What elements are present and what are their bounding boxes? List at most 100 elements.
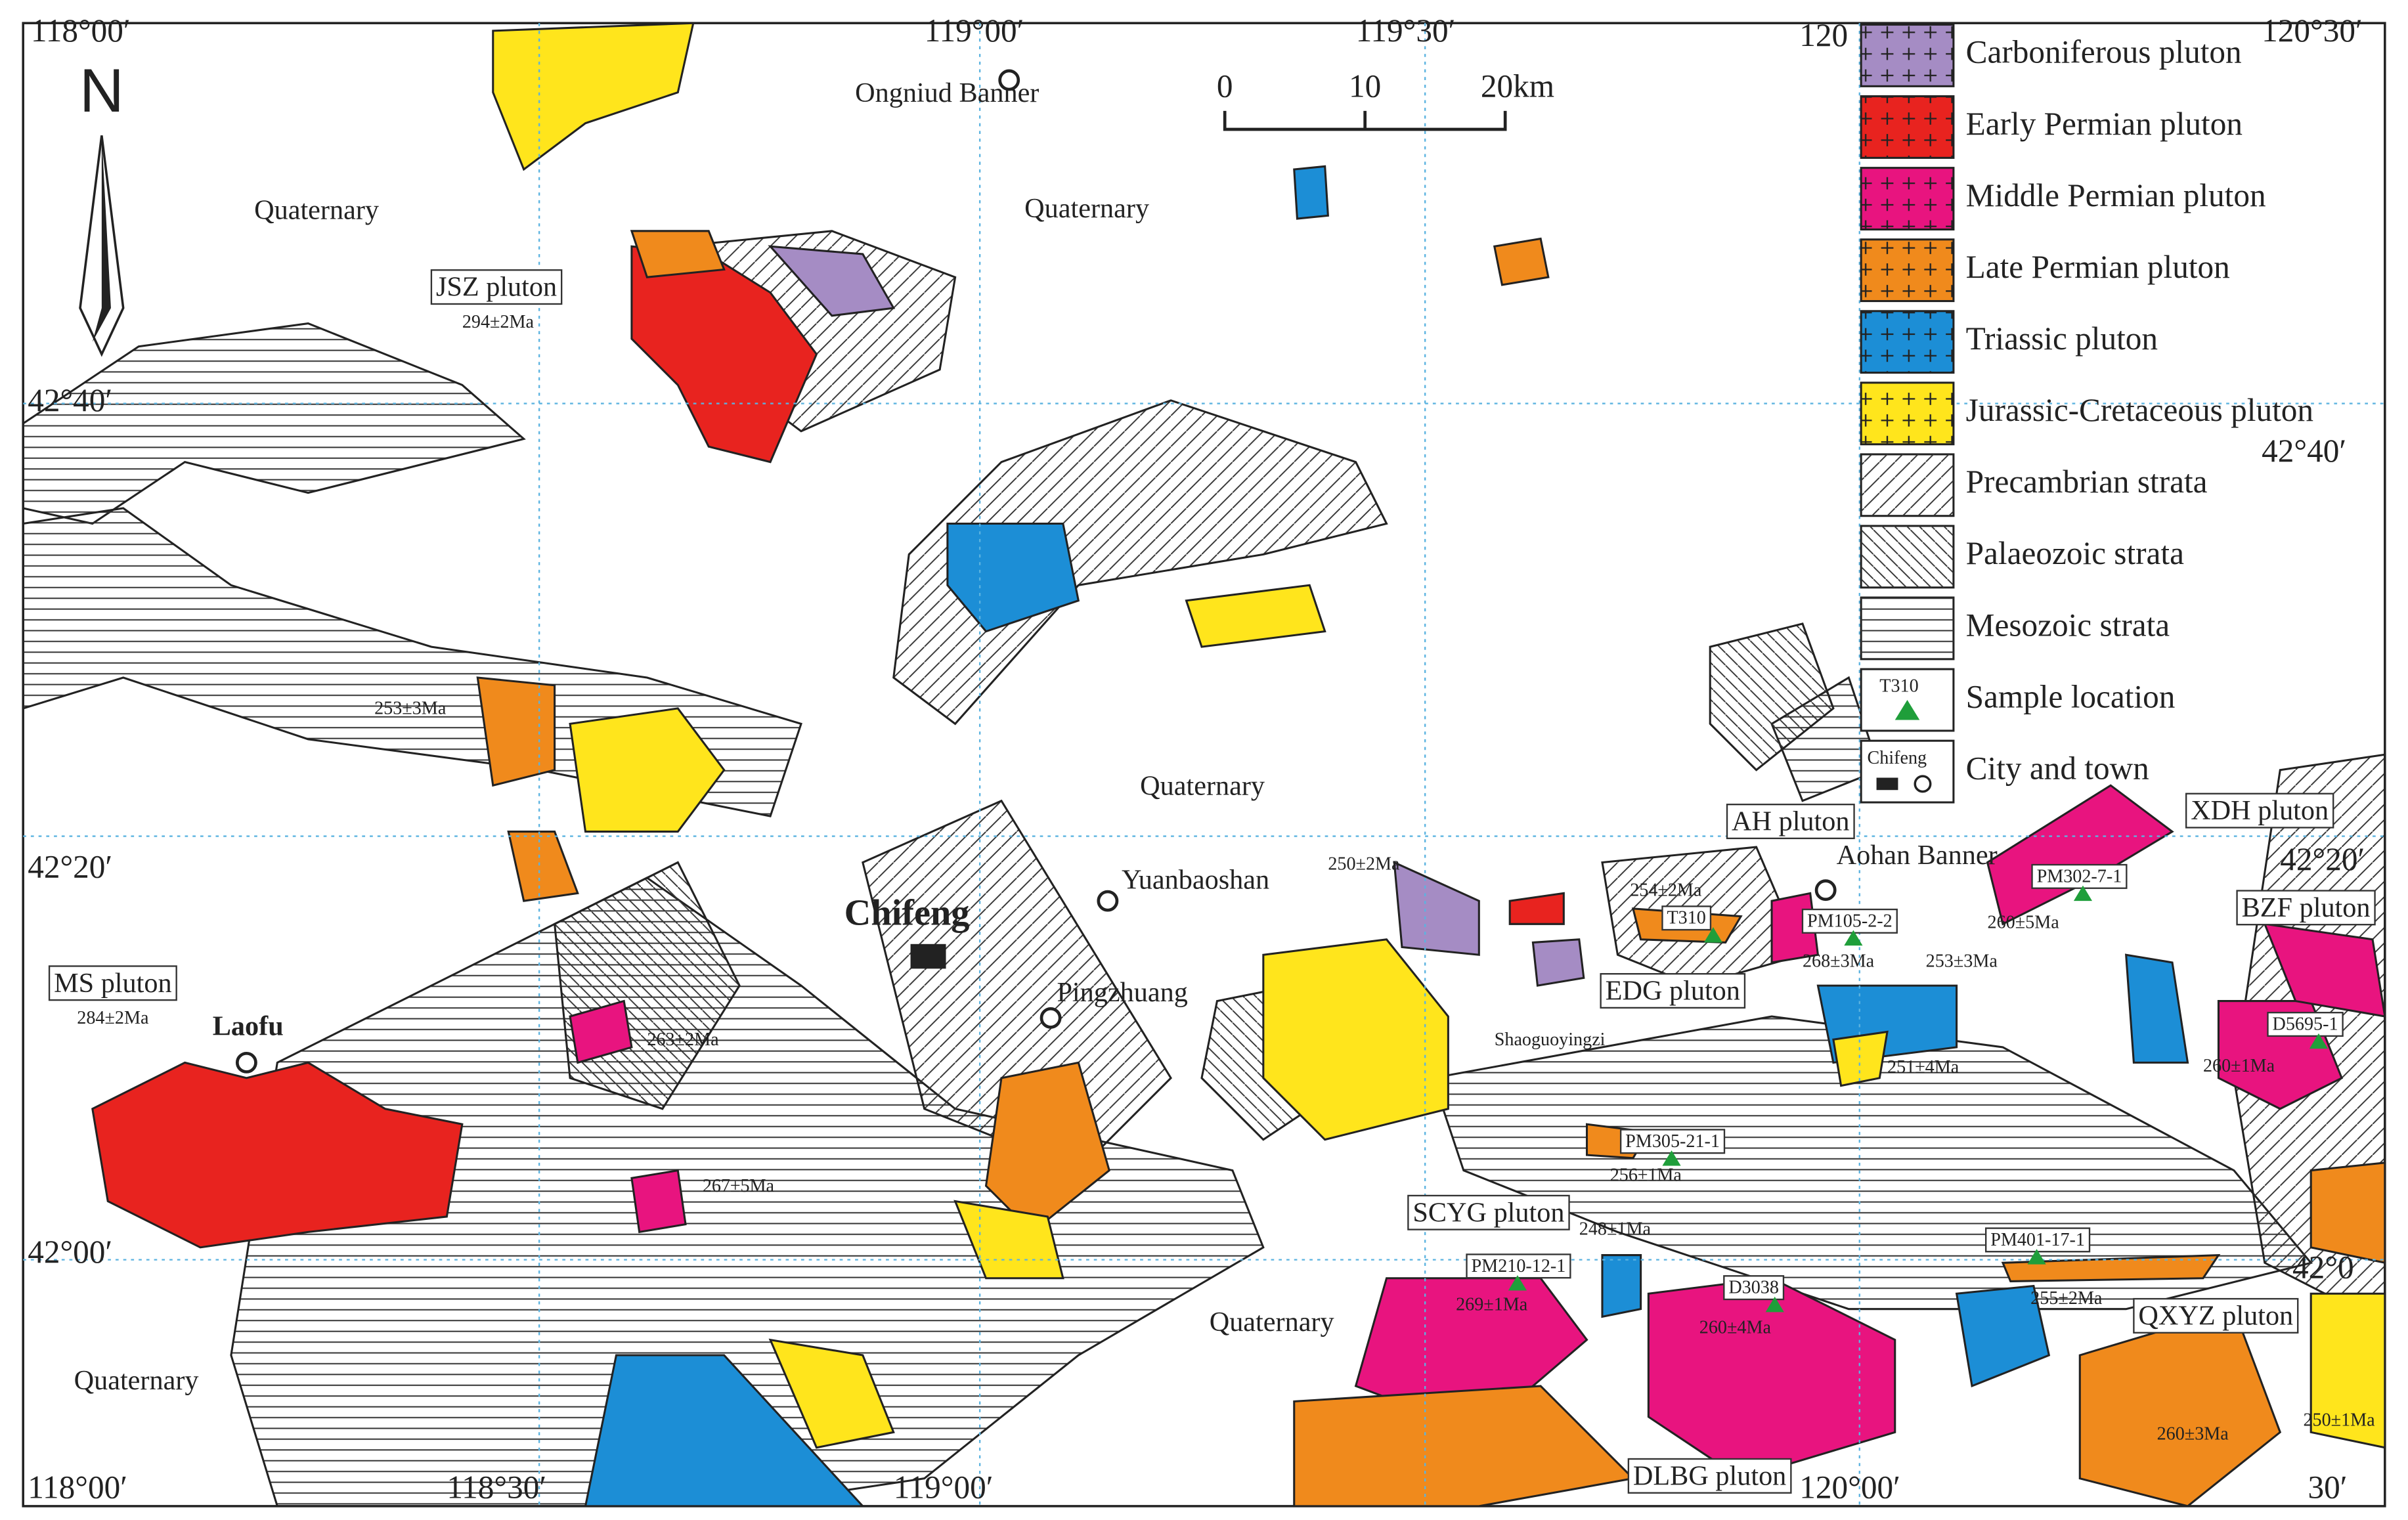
coord: 42°20′ [28, 849, 112, 885]
pluton-label-box [1726, 804, 1855, 840]
legend-label: Carboniferous pluton [1966, 34, 2242, 70]
sample-marker [1765, 1296, 1784, 1313]
sample-marker [2027, 1249, 2046, 1265]
place: Laofu [213, 1010, 284, 1041]
sample-label: PM305-21-1 [1625, 1131, 1720, 1152]
legend-swatch-pattern [1861, 239, 1954, 301]
coord: 118°00′ [31, 12, 131, 49]
city-symbol [910, 944, 946, 969]
sample-label: PM302-7-1 [2037, 866, 2122, 886]
legend-label: Early Permian pluton [1966, 106, 2243, 142]
age-label: 253±3Ma [1926, 951, 1998, 971]
age-label: 260±3Ma [2157, 1423, 2229, 1444]
sample-label: T310 [1667, 908, 1706, 928]
age-label: 254±2Ma [1630, 880, 1702, 900]
town-symbol [1097, 890, 1119, 912]
pluton-label: BZF pluton [2242, 892, 2371, 923]
legend-label: Late Permian pluton [1966, 249, 2230, 285]
pluton-label: DLBG pluton [1633, 1460, 1786, 1491]
coord: 119°30′ [1356, 12, 1456, 49]
coord: 120°30′ [2262, 12, 2363, 49]
age-label: 269±1Ma [1456, 1294, 1528, 1314]
legend-label: City and town [1966, 750, 2149, 786]
sample-marker [2309, 1033, 2329, 1049]
scale-label: 10 [1349, 68, 1381, 104]
sample-label-box [1723, 1275, 1785, 1301]
place: Quaternary [74, 1365, 199, 1396]
legend-swatch-pattern [1861, 525, 1954, 588]
sample-label: D5695-1 [2273, 1014, 2338, 1035]
age-label: 250±1Ma [2303, 1410, 2375, 1430]
place: Quaternary [1140, 771, 1265, 802]
pluton-label-box [48, 965, 177, 1001]
pluton-label-box [430, 269, 563, 305]
age-label: 251±4Ma [1887, 1057, 1959, 1077]
town-symbol [998, 69, 1020, 91]
sample-label-box [2031, 863, 2128, 889]
age-label: 248±1Ma [1579, 1219, 1652, 1240]
plutons [91, 22, 2386, 1508]
sample-label-box [1801, 908, 1898, 934]
north-arrow [92, 135, 111, 342]
place: Shaoguoyingzi [1495, 1030, 1606, 1050]
coord: 42°20′ [2280, 841, 2365, 877]
pluton-label: AH pluton [1732, 806, 1849, 837]
sample-label: PM105-2-2 [1807, 911, 1893, 931]
town-symbol [235, 1051, 257, 1074]
coord: 120 [1799, 17, 1848, 53]
legend-swatch-pattern [1861, 167, 1954, 230]
age-label: 255±2Ma [2030, 1288, 2103, 1309]
coord: 42°40′ [2262, 433, 2346, 469]
pluton-label: QXYZ pluton [2138, 1300, 2293, 1331]
legend-label: Triassic pluton [1966, 320, 2158, 357]
legend-label: Middle Permian pluton [1966, 177, 2266, 213]
place: Pingzhuang [1057, 977, 1187, 1008]
legend-label: Jurassic-Cretaceous pluton [1966, 392, 2313, 428]
pluton-label: EDG pluton [1606, 976, 1740, 1007]
age-label: 260±1Ma [2203, 1056, 2275, 1076]
legend-sample-example: T310 [1879, 676, 1918, 697]
pluton-label-box [1407, 1194, 1570, 1230]
age-label: 263±2Ma [647, 1030, 719, 1050]
sample-marker [2073, 885, 2093, 901]
coord: 42°0 [2292, 1249, 2354, 1285]
sample-label-box [1466, 1253, 1571, 1279]
legend-swatch-pattern [1861, 311, 1954, 373]
sample-label: D3038 [1728, 1278, 1779, 1298]
legend-swatch [1860, 739, 1955, 804]
age-label: 267±5Ma [703, 1176, 775, 1196]
coord: 119°00′ [894, 1469, 994, 1506]
legend-swatch-pattern [1861, 24, 1954, 87]
sample-label: PM210-12-1 [1472, 1256, 1566, 1276]
age-label: 268±3Ma [1803, 951, 1875, 971]
coord: 30′ [2308, 1469, 2348, 1506]
place: Quaternary [254, 194, 379, 225]
town-symbol [1814, 879, 1837, 901]
sample-label-box [1661, 905, 1712, 931]
legend-town-marker [1914, 775, 1932, 793]
scale-label: 20km [1481, 68, 1554, 104]
sample-marker [1844, 930, 1863, 946]
scale-label: 0 [1217, 68, 1233, 104]
sample-label: PM401-17-1 [1990, 1230, 2085, 1250]
pluton-label: XDH pluton [2191, 795, 2329, 826]
pluton-label-box [2133, 1297, 2299, 1334]
coord: 120°00′ [1799, 1469, 1900, 1506]
age-label: 260±4Ma [1699, 1318, 1772, 1338]
place: Quaternary [1024, 193, 1149, 224]
sample-label-box [1984, 1227, 2091, 1253]
legend-swatch-pattern [1861, 382, 1954, 445]
sample-marker [1508, 1275, 1527, 1291]
pluton-label-box [2185, 793, 2334, 829]
age-label: 284±2Ma [77, 1008, 149, 1028]
place: Quaternary [1210, 1307, 1334, 1337]
pluton-label-box [1600, 973, 1746, 1009]
legend-label: Precambrian strata [1966, 464, 2208, 500]
pluton-label: JSZ pluton [436, 272, 557, 303]
coord: 118°30′ [447, 1469, 546, 1506]
town-symbol [1040, 1007, 1062, 1029]
legend-label: Sample location [1966, 678, 2176, 714]
legend-swatch-pattern [1861, 454, 1954, 516]
pluton-label: SCYG pluton [1412, 1197, 1564, 1228]
age-label: 294±2Ma [462, 312, 535, 332]
